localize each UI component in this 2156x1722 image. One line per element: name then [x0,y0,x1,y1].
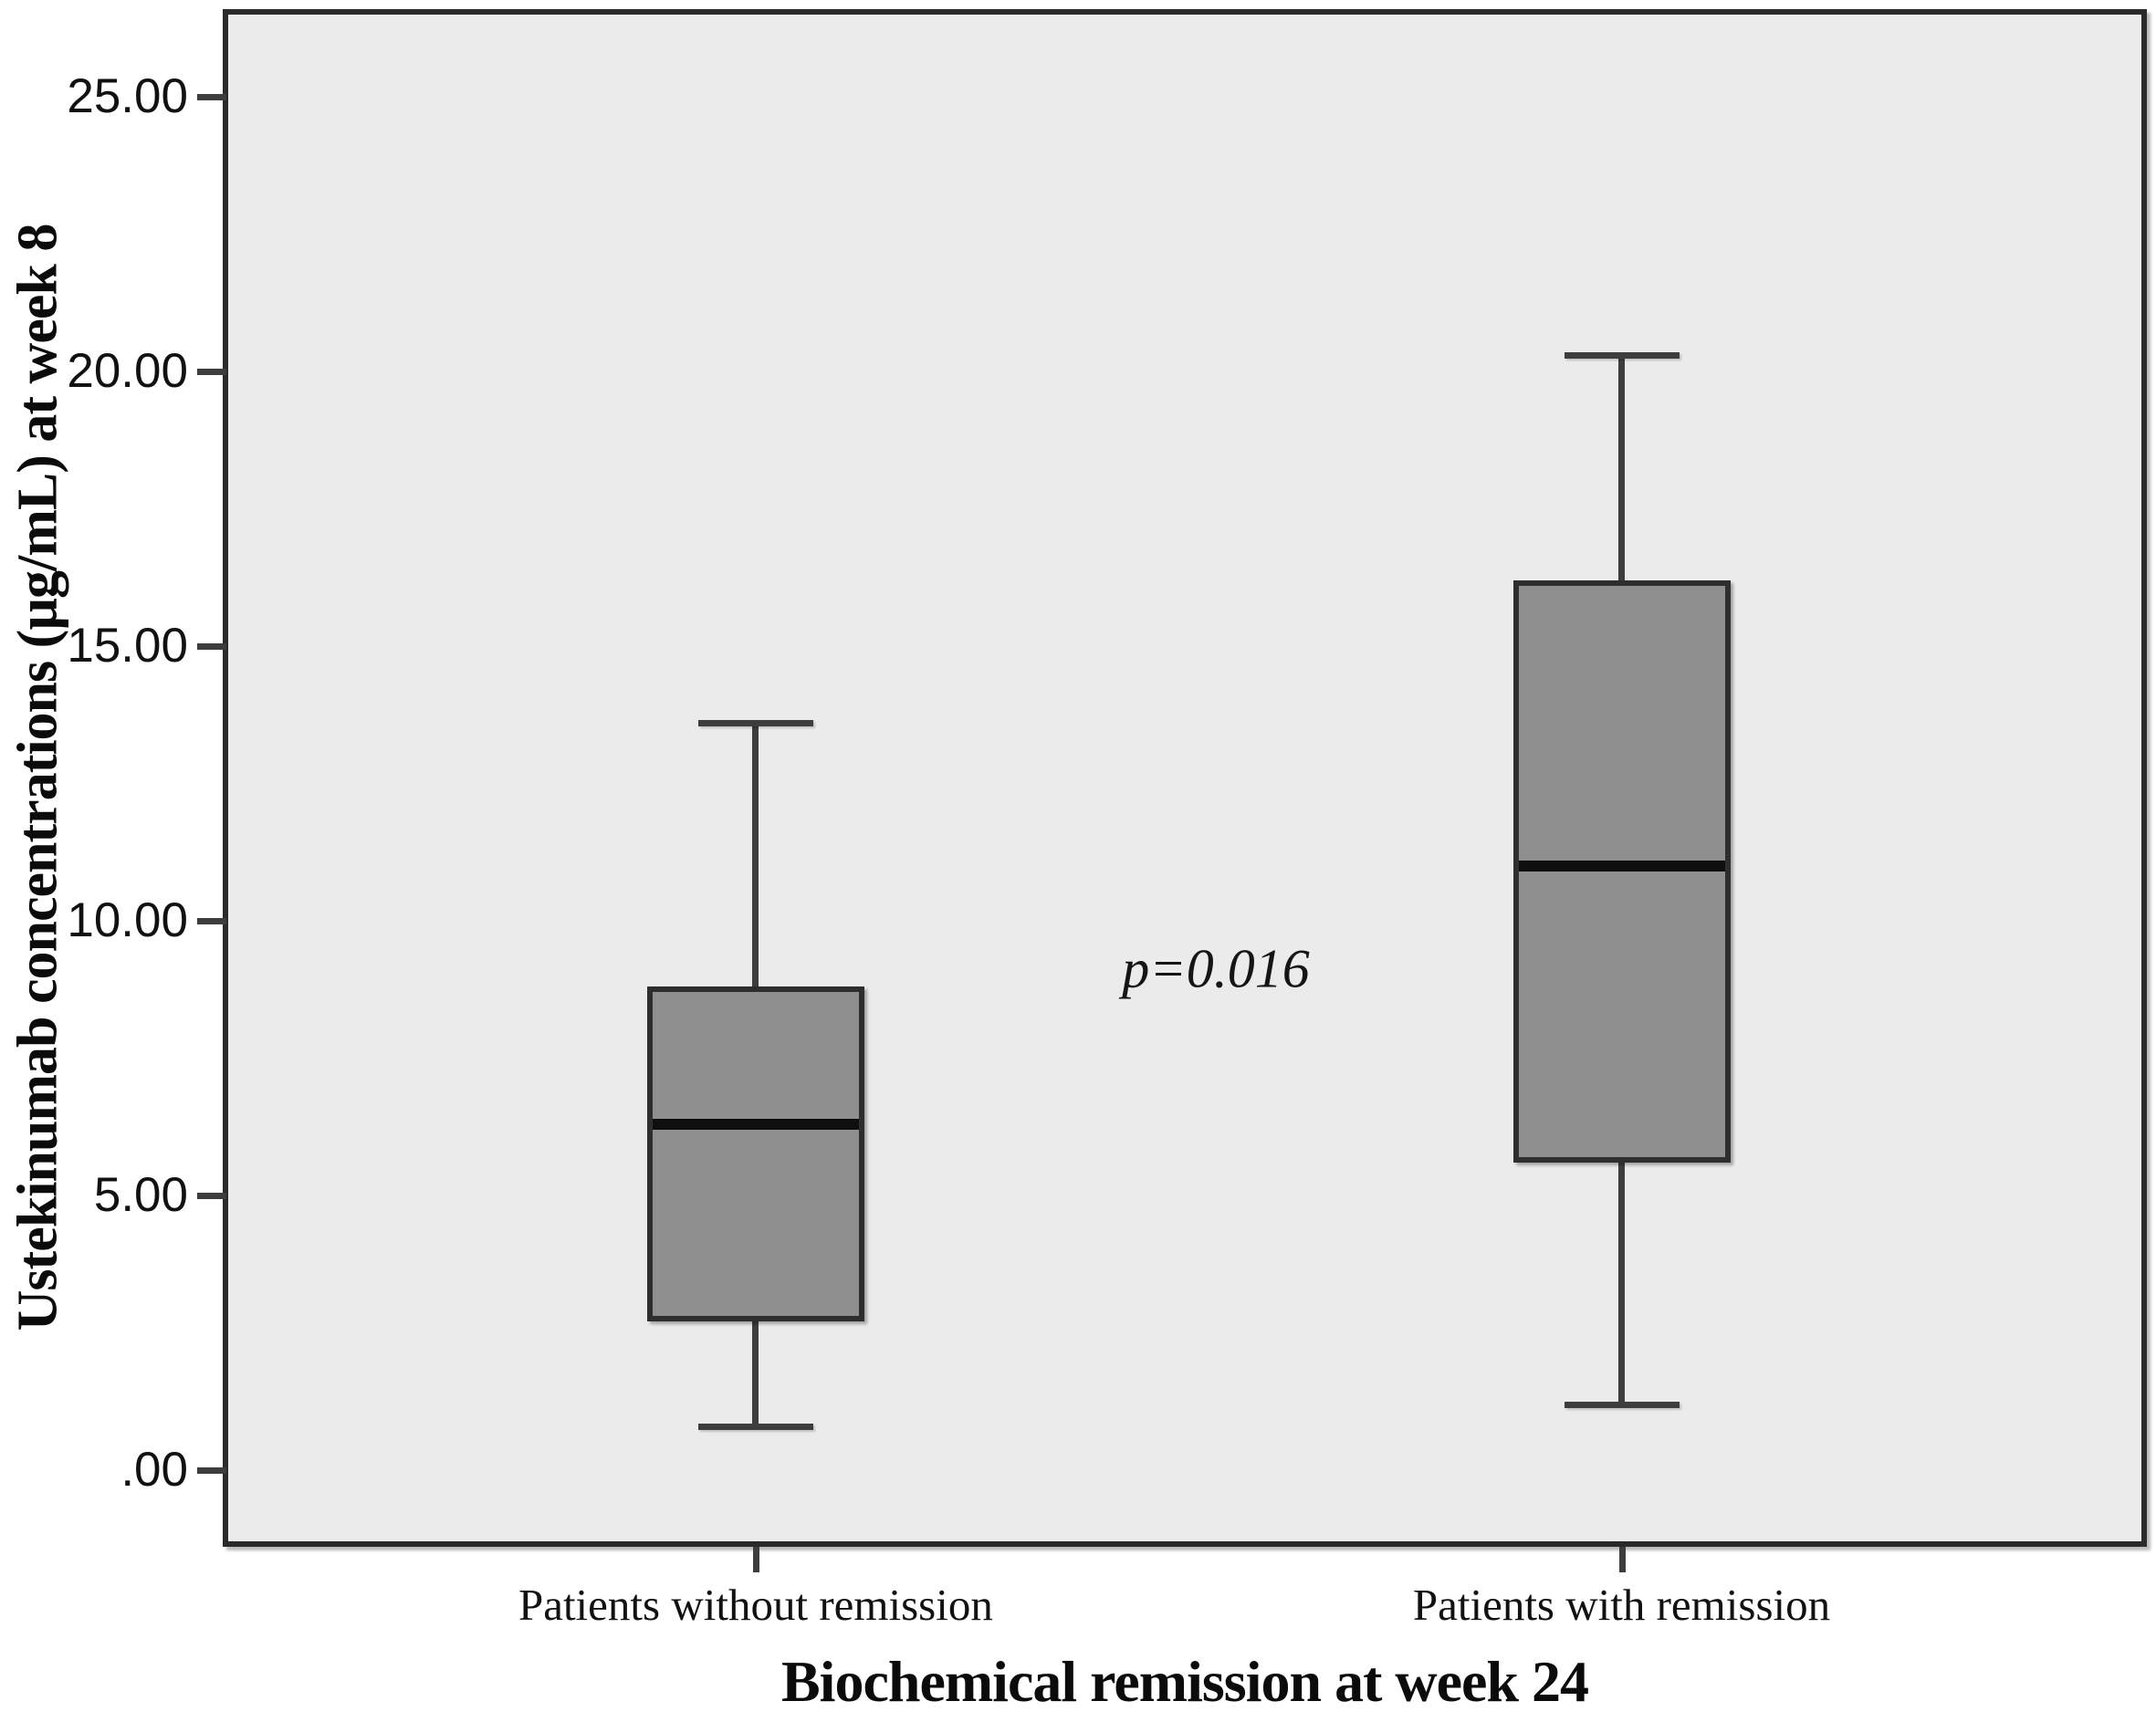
median-line [1518,860,1725,871]
y-tick-label: 15.00 [67,619,188,673]
whisker-cap-upper [697,720,813,727]
x-axis-title: Biochemical remission at week 24 [780,1649,1589,1714]
whisker-cap-lower [697,1423,813,1430]
y-tick-label: 25.00 [67,69,188,124]
y-tick-label: 20.00 [67,344,188,399]
plot-area [223,9,2147,1547]
y-tick-mark [197,1192,226,1199]
whisker-cap-upper [1564,352,1680,360]
x-category-label: Patients without remission [518,1580,993,1630]
y-tick-mark [197,94,226,101]
box [646,986,864,1322]
whisker-lower [751,1321,759,1426]
whisker-upper [1617,355,1625,580]
whisker-cap-lower [1564,1401,1680,1408]
box [1512,579,1731,1163]
y-tick-mark [197,917,226,924]
y-tick-mark [197,1466,226,1474]
whisker-upper [751,723,759,987]
y-tick-label: 5.00 [93,1167,188,1222]
p-value-annotation: p=0.016 [1122,938,1310,999]
whisker-lower [1617,1162,1625,1404]
y-tick-mark [197,643,226,651]
median-line [652,1118,859,1130]
x-tick-mark [752,1547,759,1572]
y-tick-mark [197,369,226,376]
x-category-label: Patients with remission [1412,1580,1831,1630]
y-tick-label: 10.00 [67,892,188,947]
y-tick-label: .00 [120,1442,188,1497]
x-tick-mark [1618,1547,1626,1572]
